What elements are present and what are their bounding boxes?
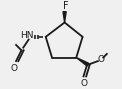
Text: F: F — [63, 1, 68, 11]
Polygon shape — [76, 57, 89, 66]
Text: O: O — [97, 55, 104, 64]
Text: HN: HN — [20, 31, 33, 40]
Text: O: O — [11, 64, 18, 73]
Text: O: O — [81, 79, 88, 88]
Polygon shape — [63, 12, 66, 22]
